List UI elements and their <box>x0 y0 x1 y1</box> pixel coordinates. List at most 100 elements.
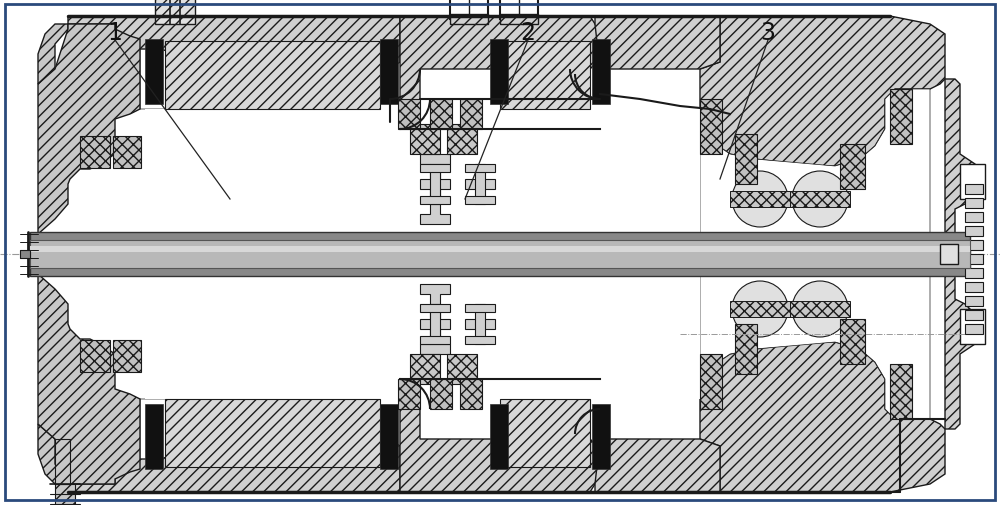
Bar <box>735 324 757 374</box>
Bar <box>30 232 970 276</box>
Bar <box>145 404 163 469</box>
Bar <box>965 324 983 334</box>
Polygon shape <box>945 80 975 429</box>
Bar <box>490 404 508 469</box>
Bar <box>940 244 958 265</box>
Polygon shape <box>38 424 68 484</box>
Bar <box>410 125 440 155</box>
Bar <box>398 379 420 409</box>
Polygon shape <box>38 25 140 234</box>
Bar <box>965 269 983 278</box>
Bar <box>460 379 482 409</box>
Bar <box>113 137 141 169</box>
Bar <box>398 100 420 130</box>
Bar <box>592 40 610 105</box>
Bar <box>700 100 722 155</box>
Bar <box>450 0 488 20</box>
Bar <box>430 165 440 205</box>
Bar <box>465 196 495 205</box>
Bar <box>500 42 590 110</box>
Bar <box>30 246 970 252</box>
Bar <box>20 250 30 259</box>
Polygon shape <box>420 155 450 225</box>
Bar <box>730 301 790 317</box>
Polygon shape <box>140 40 178 110</box>
Bar <box>165 42 380 110</box>
Circle shape <box>732 281 788 337</box>
Polygon shape <box>700 90 930 419</box>
Bar <box>420 336 450 344</box>
Bar <box>965 296 983 307</box>
Bar <box>790 301 850 317</box>
Bar <box>155 0 195 25</box>
Bar <box>145 110 397 399</box>
Bar <box>113 340 141 372</box>
Polygon shape <box>420 284 450 355</box>
Bar <box>965 240 983 250</box>
Bar <box>447 125 477 155</box>
Bar <box>475 165 485 205</box>
Bar <box>965 255 983 265</box>
Bar <box>960 310 985 344</box>
Bar <box>410 355 440 384</box>
Bar <box>965 227 983 236</box>
Bar <box>965 282 983 292</box>
Bar <box>890 364 912 419</box>
Bar <box>380 40 398 105</box>
Bar <box>890 90 912 145</box>
Text: 2: 2 <box>520 21 536 45</box>
Polygon shape <box>595 439 720 492</box>
Bar <box>465 180 495 189</box>
Bar <box>592 404 610 469</box>
Polygon shape <box>68 17 400 70</box>
Bar <box>380 404 398 469</box>
Bar <box>700 355 722 409</box>
Bar <box>420 305 450 313</box>
Bar <box>960 165 985 199</box>
Text: 3: 3 <box>760 21 775 45</box>
Bar <box>420 165 450 173</box>
Bar <box>460 100 482 130</box>
Polygon shape <box>700 17 945 167</box>
Bar <box>490 110 700 399</box>
Circle shape <box>792 281 848 337</box>
Bar <box>420 180 450 189</box>
Bar <box>430 379 452 409</box>
Circle shape <box>732 172 788 228</box>
Bar <box>450 15 488 25</box>
Bar <box>490 40 508 105</box>
Polygon shape <box>400 386 600 492</box>
Bar <box>165 399 380 467</box>
Bar <box>400 125 595 384</box>
Bar <box>730 191 790 208</box>
Polygon shape <box>38 274 140 484</box>
Polygon shape <box>68 439 400 492</box>
Bar <box>430 100 452 130</box>
Polygon shape <box>400 17 600 123</box>
Bar <box>145 40 163 105</box>
Bar <box>965 198 983 209</box>
Bar <box>465 319 495 329</box>
Bar <box>965 213 983 223</box>
Polygon shape <box>595 17 720 70</box>
Bar <box>420 196 450 205</box>
Bar <box>430 305 440 344</box>
Polygon shape <box>38 25 68 85</box>
Bar <box>420 319 450 329</box>
Bar <box>30 240 970 269</box>
Polygon shape <box>700 342 945 492</box>
Bar <box>475 305 485 344</box>
Bar <box>465 165 495 173</box>
Bar <box>735 135 757 185</box>
Bar <box>790 191 850 208</box>
Bar <box>465 305 495 313</box>
Bar <box>465 336 495 344</box>
Bar <box>965 311 983 320</box>
Bar <box>447 355 477 384</box>
Bar <box>840 319 865 364</box>
Bar <box>55 439 70 484</box>
Bar <box>55 484 75 505</box>
Bar <box>840 145 865 189</box>
Bar <box>500 399 590 467</box>
Bar <box>80 137 110 169</box>
